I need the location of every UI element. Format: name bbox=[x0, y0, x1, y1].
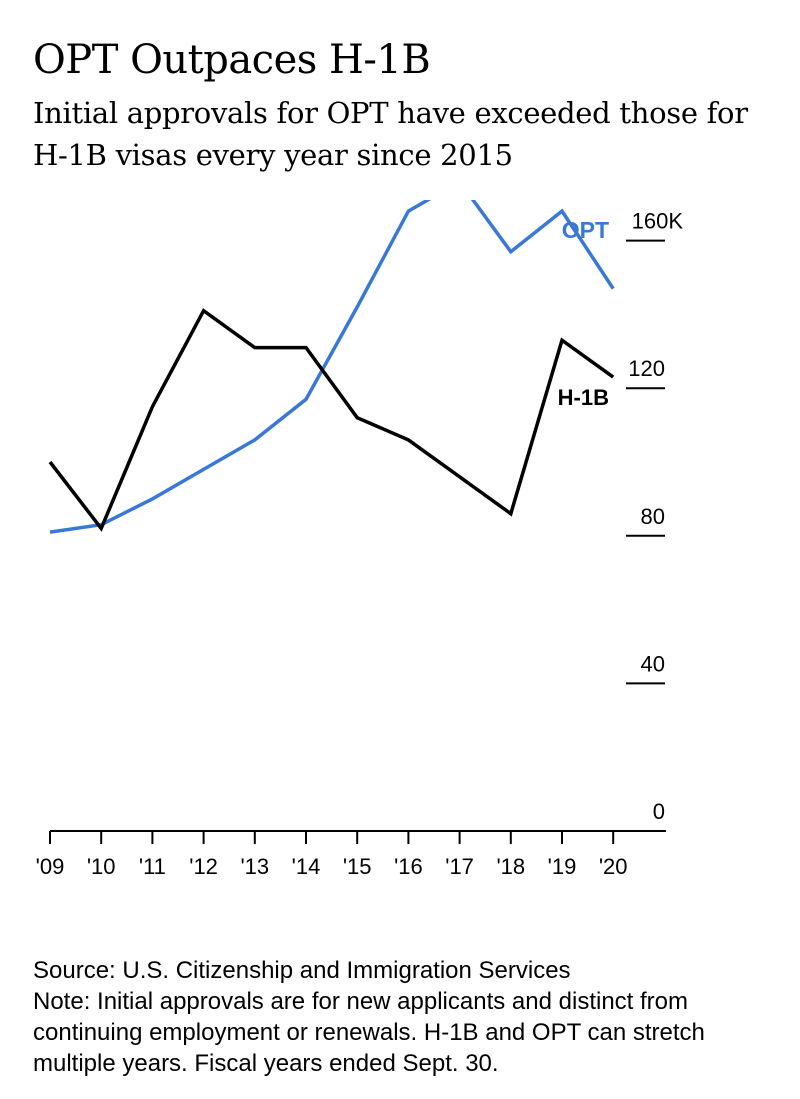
y-tick-label: 40 bbox=[641, 651, 665, 676]
x-tick-label: '12 bbox=[189, 854, 218, 879]
label-layer: OPT H-1B bbox=[558, 217, 609, 410]
x-tick-label: '17 bbox=[445, 854, 474, 879]
chart-subtitle: Initial approvals for OPT have exceeded … bbox=[33, 96, 748, 172]
x-tick-label: '13 bbox=[240, 854, 269, 879]
y-tick-label: 120 bbox=[628, 356, 665, 381]
x-tick-label: '09 bbox=[36, 854, 65, 879]
y-tick-label: 160K bbox=[632, 209, 684, 234]
x-tick-label: '15 bbox=[343, 854, 372, 879]
series-label-opt: OPT bbox=[562, 217, 609, 243]
x-tick-label: '11 bbox=[139, 854, 166, 879]
source-note: Source: U.S. Citizenship and Immigration… bbox=[33, 957, 571, 984]
x-tick-label: '16 bbox=[394, 854, 423, 879]
series-line-opt bbox=[49, 200, 615, 534]
chart-footer: Source: U.S. Citizenship and Immigration… bbox=[33, 955, 773, 1079]
x-tick-label: '20 bbox=[599, 854, 628, 879]
x-tick-label: '14 bbox=[292, 854, 321, 879]
line-chart: '09 '10 '11 '12 '13 '14 '15 '16 '17 '18 '19 '20 0 40 8… bbox=[36, 200, 684, 879]
y-tick-label: 0 bbox=[653, 799, 665, 824]
series-line-h1b bbox=[48, 308, 615, 532]
x-tick-label: '10 bbox=[87, 854, 116, 879]
series-layer bbox=[48, 200, 615, 534]
y-tick-label: 80 bbox=[641, 504, 665, 529]
chart-title: OPT Outpaces H-1B bbox=[33, 37, 431, 83]
methodology-note: Note: Initial approvals are for new appl… bbox=[33, 988, 705, 1077]
axis-layer: '09 '10 '11 '12 '13 '14 '15 '16 '17 '18 '19 '20 0 40 8… bbox=[36, 209, 684, 879]
x-tick-label: '18 bbox=[496, 854, 525, 879]
series-label-h1b: H-1B bbox=[558, 385, 609, 410]
x-tick-label: '19 bbox=[548, 854, 577, 879]
